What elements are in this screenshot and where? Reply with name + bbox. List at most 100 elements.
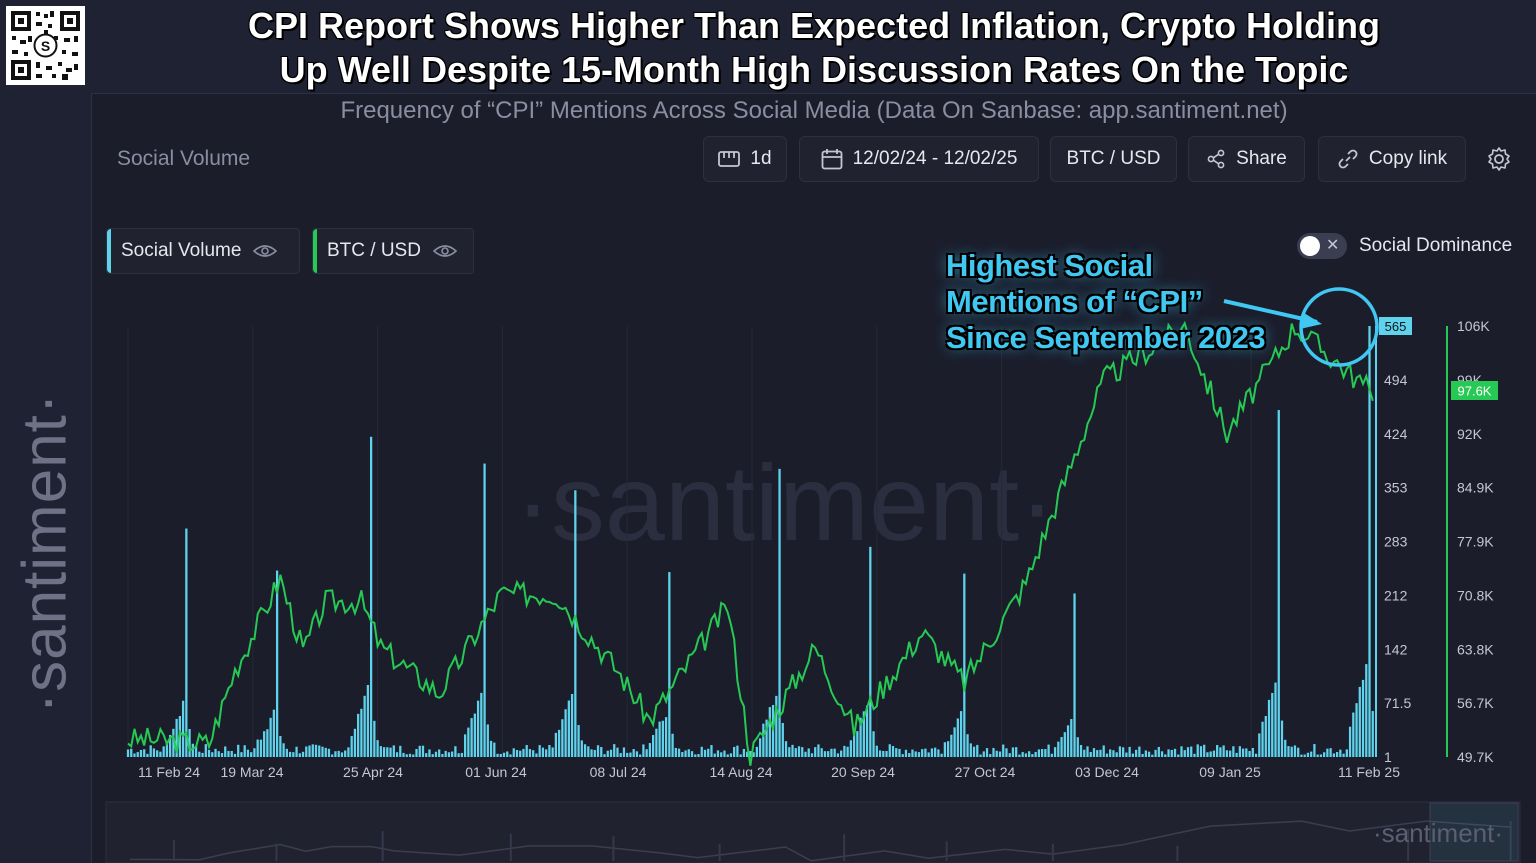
social-volume-bar xyxy=(441,754,444,757)
social-volume-bar xyxy=(613,744,616,757)
social-volume-bar xyxy=(181,700,185,757)
social-volume-bar xyxy=(778,468,781,757)
social-volume-bar xyxy=(211,752,214,757)
interval-icon xyxy=(718,151,741,167)
social-volume-bar xyxy=(827,751,830,757)
social-volume-bar xyxy=(1251,747,1254,757)
social-volume-bar xyxy=(603,754,606,757)
social-volume-bar xyxy=(263,731,266,757)
title-line-1: CPI Report Shows Higher Than Expected In… xyxy=(247,5,1381,46)
left-axis-tick-label: 424 xyxy=(1384,426,1408,442)
legend-btc-usd[interactable]: BTC / USD xyxy=(312,228,474,274)
social-volume-bar xyxy=(972,746,976,757)
social-volume-bar xyxy=(1167,749,1170,757)
social-volume-bar xyxy=(486,724,489,757)
legend-swatch-social-volume xyxy=(107,229,111,273)
social-volume-bar xyxy=(1345,749,1348,757)
social-volume-bar xyxy=(1128,746,1131,757)
share-button[interactable]: Share xyxy=(1188,136,1305,182)
social-dominance-toggle[interactable]: ✕ xyxy=(1297,233,1347,259)
navigator-bar xyxy=(843,834,846,861)
social-volume-bar xyxy=(862,711,865,757)
social-volume-bar xyxy=(515,750,519,757)
social-volume-bar xyxy=(1310,751,1313,757)
date-range-label: 12/02/24 - 12/02/25 xyxy=(852,148,1018,169)
social-volume-bar xyxy=(1329,748,1332,757)
social-volume-bar xyxy=(888,744,891,757)
social-volume-bar xyxy=(1011,747,1015,757)
social-volume-bar xyxy=(1342,753,1345,757)
social-volume-bar xyxy=(139,749,143,757)
navigator-line xyxy=(129,820,1511,862)
social-volume-bar xyxy=(402,752,405,757)
social-volume-bar xyxy=(865,705,869,757)
social-volume-bar xyxy=(1300,754,1303,757)
social-volume-bar xyxy=(489,740,493,757)
social-volume-bar xyxy=(188,728,191,757)
social-volume-bar xyxy=(1183,750,1186,757)
social-volume-bar xyxy=(327,748,331,757)
social-volume-bar xyxy=(169,734,172,757)
social-volume-bar xyxy=(924,748,927,757)
interval-label: 1d xyxy=(750,148,772,169)
social-volume-bar xyxy=(720,752,723,757)
social-volume-bar xyxy=(1164,754,1167,757)
copy-link-button[interactable]: Copy link xyxy=(1318,136,1466,182)
navigator[interactable] xyxy=(105,801,1521,863)
social-volume-bar xyxy=(1303,754,1306,757)
social-volume-bar xyxy=(1122,747,1125,757)
navigator-bar xyxy=(275,843,278,861)
social-volume-bar xyxy=(1332,753,1335,757)
social-volume-bar xyxy=(561,719,564,757)
social-volume-bar xyxy=(1284,739,1287,757)
settings-button[interactable] xyxy=(1486,146,1512,177)
social-volume-bar xyxy=(1079,745,1083,757)
social-volume-bar xyxy=(622,747,626,757)
social-volume-bar xyxy=(1248,751,1251,757)
social-volume-bar xyxy=(979,754,982,757)
social-volume-bar xyxy=(1034,751,1037,757)
x-axis-tick-label: 20 Sep 24 xyxy=(831,764,895,780)
navigator-bar xyxy=(1509,821,1512,861)
social-volume-bar xyxy=(230,750,233,757)
social-volume-bar xyxy=(1261,721,1264,757)
date-range-button[interactable]: 12/02/24 - 12/02/25 xyxy=(799,136,1039,182)
social-volume-bar xyxy=(227,750,230,757)
social-volume-bar xyxy=(1096,750,1099,757)
social-volume-bar xyxy=(797,746,801,757)
left-axis-tick-label: 283 xyxy=(1384,534,1408,550)
x-axis-tick-label: 01 Jun 24 xyxy=(465,764,527,780)
x-axis-tick-label: 19 Mar 24 xyxy=(220,764,283,780)
social-volume-bar xyxy=(405,754,408,757)
social-volume-bar xyxy=(172,728,175,757)
social-volume-bar xyxy=(314,744,318,757)
social-volume-bar xyxy=(1160,751,1164,757)
legend-social-volume[interactable]: Social Volume xyxy=(106,228,300,274)
x-axis-tick-label: 25 Apr 24 xyxy=(343,764,403,780)
social-volume-bar xyxy=(733,746,736,757)
pair-button[interactable]: BTC / USD xyxy=(1050,136,1177,182)
right-axis-tick-label: 77.9K xyxy=(1457,534,1494,550)
social-volume-bar xyxy=(301,751,305,757)
social-volume-bar xyxy=(522,748,525,757)
social-volume-bar xyxy=(580,740,583,757)
social-volume-bar xyxy=(697,754,700,757)
btc-usd-line xyxy=(127,320,1374,766)
social-volume-bar xyxy=(1073,593,1076,757)
social-volume-bar xyxy=(1060,737,1063,757)
social-volume-bar xyxy=(395,752,399,757)
social-volume-bar xyxy=(762,723,765,757)
x-axis-tick-label: 08 Jul 24 xyxy=(590,764,647,780)
social-volume-bar xyxy=(1177,754,1180,757)
eye-icon[interactable] xyxy=(253,243,278,259)
eye-icon[interactable] xyxy=(432,243,457,259)
social-volume-bar xyxy=(382,747,386,757)
social-volume-bar xyxy=(415,748,418,757)
social-volume-bar xyxy=(671,733,674,757)
social-volume-bar xyxy=(285,748,288,757)
annotation-line-1: Highest Social xyxy=(946,248,1153,283)
interval-button[interactable]: 1d xyxy=(703,136,787,182)
social-volume-bar xyxy=(237,744,240,757)
social-volume-last-value-badge xyxy=(1379,317,1412,335)
social-volume-bar xyxy=(207,749,211,757)
